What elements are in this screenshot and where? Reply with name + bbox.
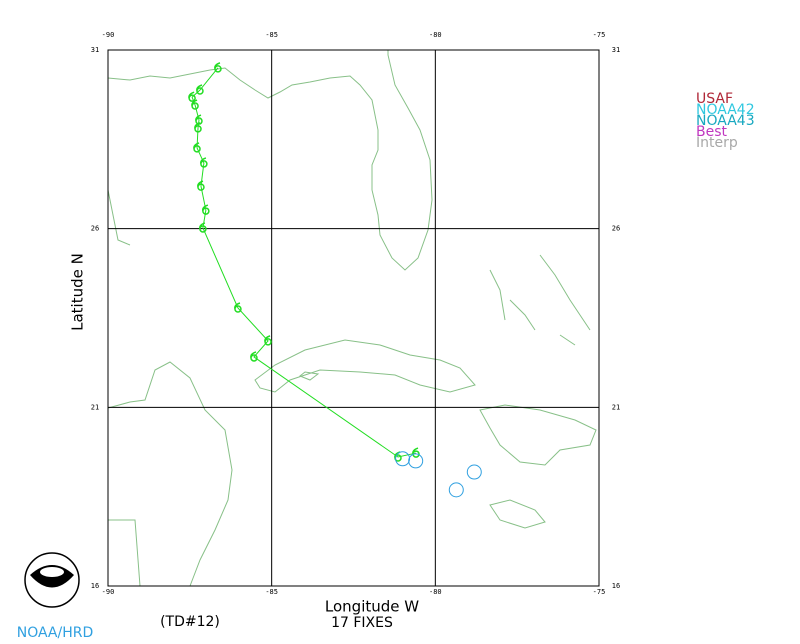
legend-entry: USAF [696,91,733,107]
y-tick-label: 16 [612,582,620,590]
x-tick-label: -80 [429,31,442,39]
credit: NOAA/HRD [17,625,94,640]
fix-symbol [412,447,420,458]
y-tick-label: 31 [612,46,620,54]
fix-symbol [195,114,203,125]
fix-symbol [194,122,202,133]
x-tick-label: -90 [102,31,115,39]
legend-entry: Interp [696,135,738,151]
y-tick-label: 26 [612,225,620,233]
coastlines [107,50,597,587]
x-tick-label: -75 [593,588,606,596]
x-tick-label: -75 [593,31,606,39]
x-tick-label: -85 [265,588,278,596]
fix-symbol [197,180,205,191]
fix-symbol [250,351,258,362]
fix-symbol [199,222,207,233]
noaa-logo [24,552,80,608]
y-tick-label: 21 [91,403,99,411]
fix-symbol [201,204,210,215]
track-line [191,67,417,458]
fix-symbol [200,157,208,168]
fix-symbol [191,99,199,110]
storm-label: (TD#12) [160,614,220,630]
legend-entry: Best [696,124,728,140]
legend-entry: NOAA43 [696,113,755,129]
fix-symbol [234,302,242,313]
y-tick-label: 31 [91,46,99,54]
map-frame [107,49,600,587]
recon-fix [395,451,411,467]
recon-fix [408,453,424,469]
x-tick-label: -85 [265,31,278,39]
fix-symbol [264,335,272,346]
fix-symbol [394,451,402,462]
legend-entry: NOAA42 [696,102,755,118]
fix-symbol [193,142,201,153]
x-tick-label: -90 [102,588,115,596]
y-tick-label: 21 [612,403,620,411]
recon-fix [448,482,464,498]
fix-symbol [214,62,222,73]
fix-symbol [196,84,204,95]
fix-symbol [188,91,196,102]
x-tick-label: -80 [429,588,442,596]
y-tick-label: 26 [91,225,99,233]
y-axis-label: Latitude N [69,253,87,331]
fix-count: 17 FIXES [331,615,393,631]
x-axis-label: Longitude W [325,598,419,616]
recon-fix [466,464,482,480]
y-tick-label: 16 [91,582,99,590]
